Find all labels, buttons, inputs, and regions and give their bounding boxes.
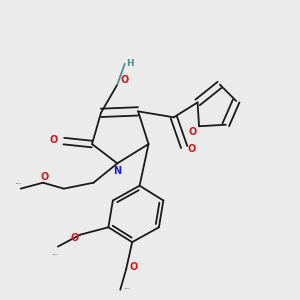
Text: O: O [70, 233, 78, 243]
Text: methoxy: methoxy [53, 254, 59, 255]
Text: H: H [126, 59, 134, 68]
Text: methoxy: methoxy [16, 183, 22, 184]
Text: O: O [189, 127, 197, 136]
Text: O: O [188, 143, 196, 154]
Text: O: O [49, 135, 58, 145]
Text: N: N [113, 166, 122, 176]
Text: methoxy: methoxy [124, 288, 131, 289]
Text: O: O [120, 75, 128, 85]
Text: O: O [130, 262, 138, 272]
Text: O: O [40, 172, 49, 182]
